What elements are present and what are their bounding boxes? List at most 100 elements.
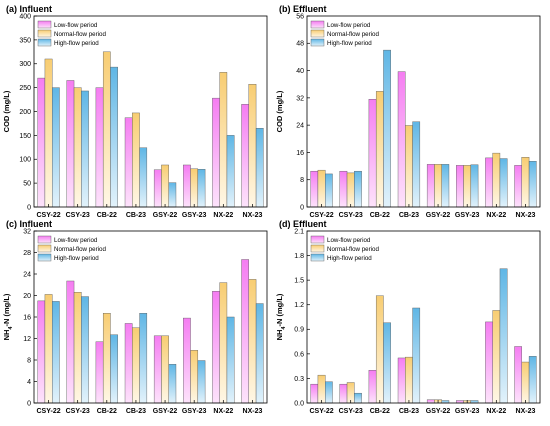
bar-normal-flow-period: [317, 169, 326, 208]
bar-normal-flow-period: [190, 350, 199, 404]
bar-high-flow-period: [81, 296, 89, 404]
panel-title: (a) Influent: [6, 4, 52, 14]
bar-normal-flow-period: [132, 327, 140, 404]
x-tick-label: CB-22: [370, 212, 390, 219]
bar-low-flow-period: [485, 321, 493, 404]
chart-panel-2: (c) Influent NH4-N (mg/L) 0 4 8 12 16 20 24 28 32 C…: [2, 219, 268, 415]
panel-title: (c) Influent: [6, 219, 52, 229]
y-tick-label: 2.1: [294, 228, 304, 235]
legend: Low-flow period Normal-flow period High-fl…: [310, 20, 379, 47]
bar-low-flow-period: [95, 341, 104, 404]
bar-high-flow-period: [354, 170, 362, 208]
legend-label: High-flow period: [327, 40, 372, 47]
x-tick-label: CB-22: [97, 212, 117, 219]
x-tick-label: CB-23: [399, 408, 419, 415]
bar-normal-flow-period: [405, 125, 413, 208]
x-tick-label: GSY-23: [455, 408, 480, 415]
bar-low-flow-period: [212, 291, 220, 404]
bar-normal-flow-period: [521, 361, 530, 404]
legend-swatch: [37, 29, 52, 38]
bar-low-flow-period: [368, 99, 377, 208]
legend: Low-flow period Normal-flow period High-fl…: [37, 235, 106, 262]
bar-normal-flow-period: [492, 152, 501, 208]
bar-high-flow-period: [528, 356, 537, 404]
bar-low-flow-period: [66, 280, 75, 404]
bar-normal-flow-period: [248, 84, 257, 208]
y-tick-label: 32: [23, 228, 31, 235]
y-tick-label: 28: [23, 250, 31, 257]
bar-normal-flow-period: [73, 87, 82, 208]
legend-swatch: [37, 38, 52, 47]
y-tick-label: 12: [23, 336, 31, 343]
y-tick-label: 400: [19, 13, 31, 20]
legend: Low-flow period Normal-flow period High-fl…: [310, 235, 379, 262]
plot-frame: [33, 230, 268, 404]
x-tick-label: CSY-23: [339, 408, 363, 415]
bar-low-flow-period: [124, 323, 133, 404]
legend-label: Normal-flow period: [327, 31, 379, 38]
y-tick-label: 8: [300, 177, 304, 184]
bar-normal-flow-period: [521, 157, 530, 208]
x-tick-label: GSY-22: [426, 408, 451, 415]
y-tick-label: 8: [27, 357, 31, 364]
bar-low-flow-period: [514, 165, 522, 208]
bar-high-flow-period: [354, 392, 362, 404]
x-tick-label: CSY-23: [339, 212, 363, 219]
x-tick-label: GSY-23: [182, 408, 207, 415]
y-tick-label: 0: [27, 400, 31, 407]
x-tick-label: NX-23: [516, 408, 536, 415]
y-tick-label: 100: [19, 157, 31, 164]
x-tick-label: CSY-22: [37, 408, 61, 415]
y-tick-label: 1.5: [294, 278, 304, 285]
bar-high-flow-period: [168, 182, 177, 208]
bar-normal-flow-period: [73, 292, 82, 404]
legend-label: High-flow period: [327, 255, 372, 262]
bar-high-flow-period: [81, 90, 89, 208]
bar-normal-flow-period: [44, 294, 53, 404]
y-tick-label: 24: [296, 123, 304, 130]
y-tick-label: 16: [296, 150, 304, 157]
y-tick-label: 24: [23, 271, 31, 278]
bar-low-flow-period: [339, 170, 348, 208]
bar-high-flow-period: [412, 121, 421, 208]
x-tick-label: NX-22: [486, 408, 506, 415]
bar-high-flow-period: [255, 128, 264, 208]
panel-title: (b) Effluent: [279, 4, 327, 14]
bar-high-flow-period: [139, 313, 148, 404]
bar-high-flow-period: [412, 307, 421, 404]
x-tick-label: GSY-22: [153, 408, 178, 415]
bar-low-flow-period: [426, 399, 435, 404]
x-tick-label: NX-22: [213, 212, 233, 219]
x-tick-label: GSY-22: [153, 212, 178, 219]
legend: Low-flow period Normal-flow period High-fl…: [37, 20, 106, 47]
legend-label: Low-flow period: [327, 237, 371, 244]
legend-swatch: [310, 235, 325, 244]
panel-title: (d) Effluent: [279, 219, 327, 229]
legend-swatch: [310, 20, 325, 29]
x-tick-label: CB-22: [97, 408, 117, 415]
bar-low-flow-period: [241, 104, 249, 208]
bar-low-flow-period: [95, 87, 104, 208]
legend-label: High-flow period: [54, 255, 99, 262]
bar-high-flow-period: [197, 169, 206, 208]
y-axis-label: NH4-N (mg/L): [275, 293, 287, 340]
bar-low-flow-period: [339, 383, 348, 404]
bar-low-flow-period: [368, 370, 377, 404]
bar-high-flow-period: [52, 87, 60, 208]
x-tick-label: NX-23: [243, 212, 263, 219]
bar-normal-flow-period: [219, 282, 228, 404]
y-tick-label: 1.2: [294, 302, 304, 309]
bar-normal-flow-period: [375, 295, 384, 404]
bar-low-flow-period: [426, 164, 435, 208]
legend-label: Low-flow period: [54, 22, 98, 29]
legend-swatch: [37, 253, 52, 262]
bar-high-flow-period: [255, 303, 264, 404]
y-axis-label: COD (mg/L): [2, 90, 11, 132]
y-tick-label: 350: [19, 37, 31, 44]
y-tick-label: 48: [296, 41, 304, 48]
plot-frame: [306, 230, 541, 404]
y-tick-label: 0.9: [294, 327, 304, 334]
bar-high-flow-period: [383, 322, 391, 404]
chart-panel-1: (b) Effluent COD (mg/L) 0 8 16 24 32 40 48 56 CSY-…: [275, 4, 541, 219]
bar-low-flow-period: [485, 157, 493, 208]
